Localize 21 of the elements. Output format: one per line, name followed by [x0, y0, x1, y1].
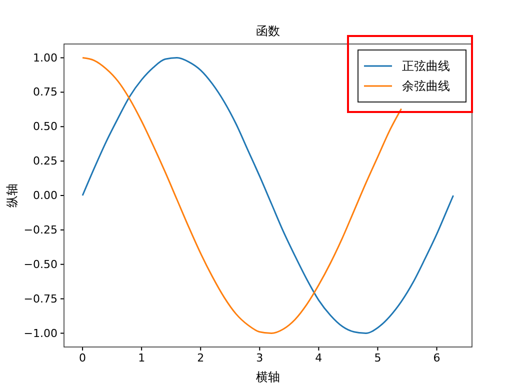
y-tick-label: −0.50 [24, 258, 58, 271]
x-tick-label: 6 [433, 351, 440, 364]
y-tick-label: −0.25 [24, 223, 58, 236]
x-tick-label: 1 [138, 351, 146, 364]
x-tick-label: 4 [315, 351, 322, 364]
chart-title: 函数 [256, 24, 280, 38]
y-tick-label: 0.00 [33, 189, 58, 202]
x-axis-title: 横轴 [256, 370, 280, 384]
x-tick-label: 3 [256, 351, 264, 364]
y-axis-title: 纵轴 [5, 184, 19, 208]
y-tick-label: 0.75 [33, 86, 58, 99]
y-tick-label: 1.00 [33, 51, 58, 64]
y-tick-label: 0.25 [33, 154, 58, 168]
y-tick-label: 0.50 [33, 120, 58, 134]
legend-label: 正弦曲线 [402, 59, 450, 73]
x-tick-label: 5 [374, 351, 382, 364]
y-tick-label: −0.75 [24, 292, 58, 306]
x-tick-label: 2 [197, 351, 204, 364]
legend-label: 余弦曲线 [402, 79, 450, 93]
y-tick-label: −1.00 [24, 326, 58, 340]
x-tick-label: 0 [79, 351, 86, 364]
